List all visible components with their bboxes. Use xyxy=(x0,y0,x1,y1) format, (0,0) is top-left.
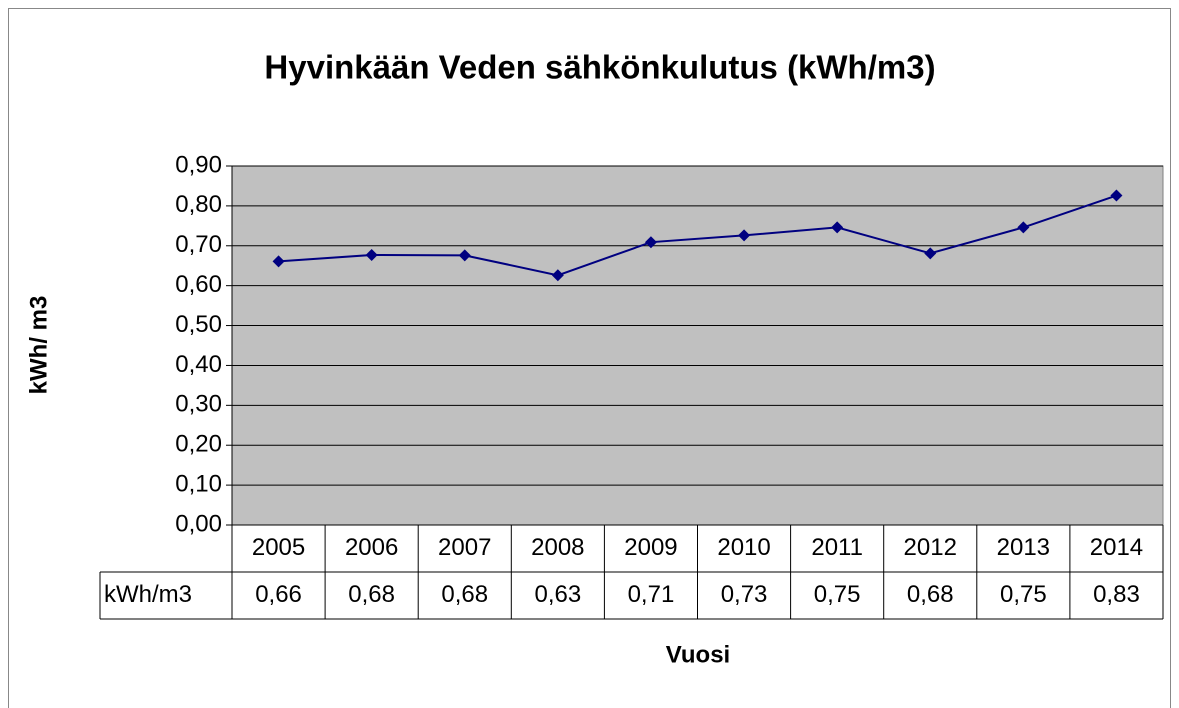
y-tick-label: 0,20 xyxy=(175,431,222,458)
table-value: 0,71 xyxy=(628,581,675,608)
x-tick-label: 2007 xyxy=(438,534,491,561)
x-axis-label: Vuosi xyxy=(666,641,730,668)
marker xyxy=(365,248,378,261)
y-tick-label: 0,80 xyxy=(175,191,222,218)
table-value: 0,75 xyxy=(814,581,861,608)
x-tick-label: 2010 xyxy=(717,534,770,561)
line xyxy=(278,194,1117,277)
table-value: 0,68 xyxy=(348,581,395,608)
x-tick-label: 2005 xyxy=(252,534,305,561)
table-value: 0,75 xyxy=(1000,581,1047,608)
y-tick-label: 0,70 xyxy=(175,231,222,258)
y-tick-label: 0,50 xyxy=(175,311,222,338)
x-tick-label: 2013 xyxy=(997,534,1050,561)
marker xyxy=(272,255,285,268)
x-tick-label: 2006 xyxy=(345,534,398,561)
x-tick-label: 2014 xyxy=(1090,534,1143,561)
y-tick-label: 0,00 xyxy=(175,510,222,537)
y-axis-label: kWh/ m3 xyxy=(25,296,52,395)
x-tick-label: 2009 xyxy=(624,534,677,561)
y-tick-label: 0,30 xyxy=(175,391,222,418)
table-value: 0,73 xyxy=(721,581,768,608)
marker xyxy=(551,269,564,282)
marker xyxy=(831,221,844,234)
plot-area xyxy=(231,165,1164,526)
marker xyxy=(924,247,937,260)
marker xyxy=(644,236,657,249)
marker xyxy=(738,229,751,242)
table-value: 0,68 xyxy=(907,581,954,608)
chart-title: Hyvinkään Veden sähkönkulutus (kWh/m3) xyxy=(264,49,935,86)
table-value: 0,63 xyxy=(534,581,581,608)
data-table-grid xyxy=(99,525,1164,620)
marker xyxy=(1017,221,1030,234)
table-value: 0,66 xyxy=(255,581,302,608)
chart-border xyxy=(8,8,1171,708)
table-value: 0,83 xyxy=(1093,581,1140,608)
table-series-name: kWh/m3 xyxy=(104,581,192,608)
x-tick-label: 2008 xyxy=(531,534,584,561)
marker xyxy=(1110,189,1123,202)
table-value: 0,68 xyxy=(441,581,488,608)
y-tick-label: 0,10 xyxy=(175,470,222,497)
y-tick-label: 0,90 xyxy=(175,151,222,178)
x-tick-label: 2011 xyxy=(811,534,863,561)
y-tick-label: 0,40 xyxy=(175,351,222,378)
marker xyxy=(458,249,471,262)
x-tick-label: 2012 xyxy=(904,534,957,561)
y-tick-label: 0,60 xyxy=(175,271,222,298)
